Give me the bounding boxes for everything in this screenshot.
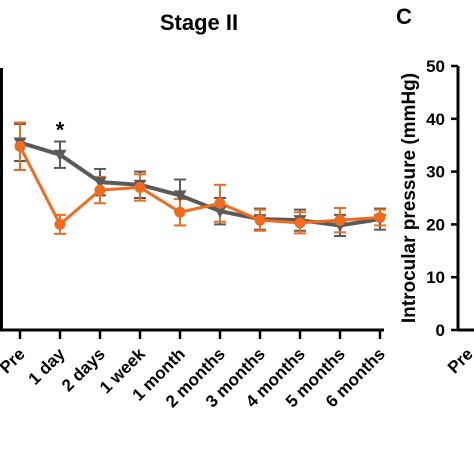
- data-point: [214, 197, 226, 209]
- data-point: [53, 149, 67, 162]
- significance-annotation: *: [56, 118, 65, 143]
- data-point: [93, 177, 107, 189]
- series-markers: [13, 137, 387, 232]
- c-y-ticks: 0 10 20 30 40 50: [426, 57, 458, 340]
- data-point: [254, 214, 266, 226]
- data-point: [334, 214, 346, 226]
- c-y-tick-label: 10: [426, 268, 445, 287]
- data-point: [94, 184, 106, 196]
- y-axis-title: Introcular pressure (mmHg): [399, 73, 420, 323]
- chart-title: Stage II: [160, 10, 238, 35]
- series-lines: [18, 140, 381, 228]
- c-y-tick-label: 50: [426, 57, 445, 76]
- x-tick-label: Pre: [0, 344, 29, 377]
- error-bars: [14, 121, 386, 238]
- series-line: [18, 145, 381, 226]
- c-y-tick-label: 20: [426, 215, 445, 234]
- panel-label-c: C: [396, 4, 412, 29]
- data-point: [294, 217, 306, 229]
- data-point: [14, 140, 26, 152]
- c-y-tick-label: 40: [426, 110, 445, 129]
- data-point: [173, 190, 187, 202]
- data-point: [374, 212, 386, 224]
- data-point: [134, 181, 146, 193]
- c-x-tick-labels: Pre: [444, 344, 474, 377]
- x-ticks: [18, 330, 382, 339]
- c-x-tick-label: Pre: [444, 344, 474, 377]
- c-y-tick-label: 30: [426, 163, 445, 182]
- data-point: [174, 206, 186, 218]
- data-point: [54, 218, 66, 230]
- data-point: [213, 206, 227, 218]
- c-y-tick-label: 0: [436, 321, 445, 340]
